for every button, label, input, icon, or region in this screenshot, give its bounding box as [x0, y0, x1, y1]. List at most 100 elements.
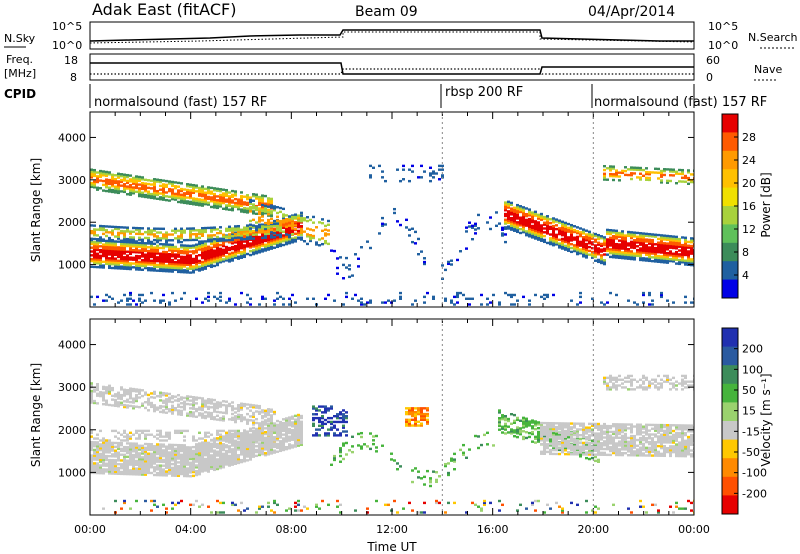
echo-cell [198, 203, 201, 207]
echo-cell [114, 251, 117, 255]
echo-cell [189, 227, 192, 230]
echo-cell [105, 260, 108, 264]
echo-cell [255, 236, 258, 240]
echo-cell [474, 222, 477, 226]
echo-cell [687, 259, 690, 263]
echo-cell [612, 167, 615, 170]
echo-cell [198, 246, 201, 249]
echo-cell [192, 191, 195, 194]
echo-cell [216, 202, 219, 206]
echo-cell [522, 217, 525, 221]
echo-cell [684, 176, 687, 180]
echo-cell [261, 233, 264, 236]
nsearch-trace [89, 31, 695, 44]
echo-cell [582, 249, 585, 252]
echo-cell [270, 241, 273, 245]
echo-cell [516, 209, 519, 213]
echo-cell [117, 455, 120, 458]
echo-cell [297, 436, 300, 440]
echo-cell [294, 501, 297, 505]
echo-cell [198, 467, 201, 470]
echo-cell [153, 259, 156, 263]
echo-cell [204, 187, 207, 191]
echo-cell [630, 250, 633, 253]
echo-cell [138, 396, 141, 399]
echo-cell [219, 437, 222, 440]
echo-cell [207, 413, 210, 416]
echo-cell [147, 429, 150, 433]
echo-cell [534, 225, 537, 229]
echo-cell [525, 230, 528, 233]
echo-cell [534, 222, 537, 225]
echo-cell [177, 247, 180, 251]
echo-cell [135, 260, 138, 263]
echo-cell [255, 431, 258, 435]
echo-cell [144, 456, 147, 459]
echo-cell [174, 268, 177, 272]
echo-cell [258, 507, 261, 510]
echo-cell [207, 401, 210, 405]
echo-cell [663, 253, 666, 256]
echo-cell [552, 217, 555, 220]
echo-cell [99, 187, 102, 190]
echo-cell [615, 293, 618, 297]
echo-cell [381, 444, 384, 447]
echo-cell [195, 439, 198, 442]
echo-cell [153, 263, 156, 266]
echo-cell [192, 459, 195, 462]
echo-cell [594, 255, 597, 259]
echo-cell [210, 459, 213, 463]
echo-cell [300, 424, 303, 427]
echo-cell [183, 406, 186, 409]
echo-cell [429, 179, 432, 183]
echo-cell [204, 228, 207, 232]
echo-cell [216, 200, 219, 204]
echo-cell [630, 252, 633, 255]
echo-cell [336, 420, 339, 424]
echo-cell [648, 259, 651, 263]
echo-cell [261, 250, 264, 253]
echo-cell [465, 226, 468, 229]
echo-cell [591, 233, 594, 237]
echo-cell [267, 445, 270, 448]
echo-cell [180, 233, 183, 236]
echo-cell [672, 239, 675, 242]
echo-cell [201, 458, 204, 462]
echo-cell [267, 208, 270, 212]
echo-cell [396, 168, 399, 171]
echo-cell [93, 237, 96, 241]
echo-cell [93, 240, 96, 244]
echo-cell [198, 194, 201, 197]
echo-cell [93, 469, 96, 473]
echo-cell [282, 238, 285, 241]
echo-cell [339, 454, 342, 458]
echo-cell [465, 230, 468, 233]
echo-cell [117, 462, 120, 466]
echo-cell [93, 458, 96, 461]
echo-cell [546, 232, 549, 235]
echo-cell [102, 399, 105, 402]
echo-cell [114, 441, 117, 445]
echo-cell [258, 424, 261, 427]
echo-cell [135, 181, 138, 184]
echo-cell [234, 439, 237, 442]
echo-cell [285, 227, 288, 231]
echo-cell [558, 242, 561, 245]
echo-cell [615, 248, 618, 252]
echo-cell [99, 464, 102, 467]
echo-cell [183, 447, 186, 451]
echo-cell [561, 230, 564, 233]
echo-cell [108, 231, 111, 234]
power-data [90, 164, 694, 306]
echo-cell [177, 240, 180, 244]
echo-cell [648, 255, 651, 259]
echo-cell [168, 447, 171, 450]
echo-cell [519, 216, 522, 219]
echo-cell [90, 458, 93, 461]
echo-cell [225, 461, 228, 464]
echo-cell [144, 433, 147, 436]
echo-cell [156, 240, 159, 244]
echo-cell [642, 241, 645, 245]
echo-cell [129, 393, 132, 396]
echo-cell [624, 255, 627, 258]
